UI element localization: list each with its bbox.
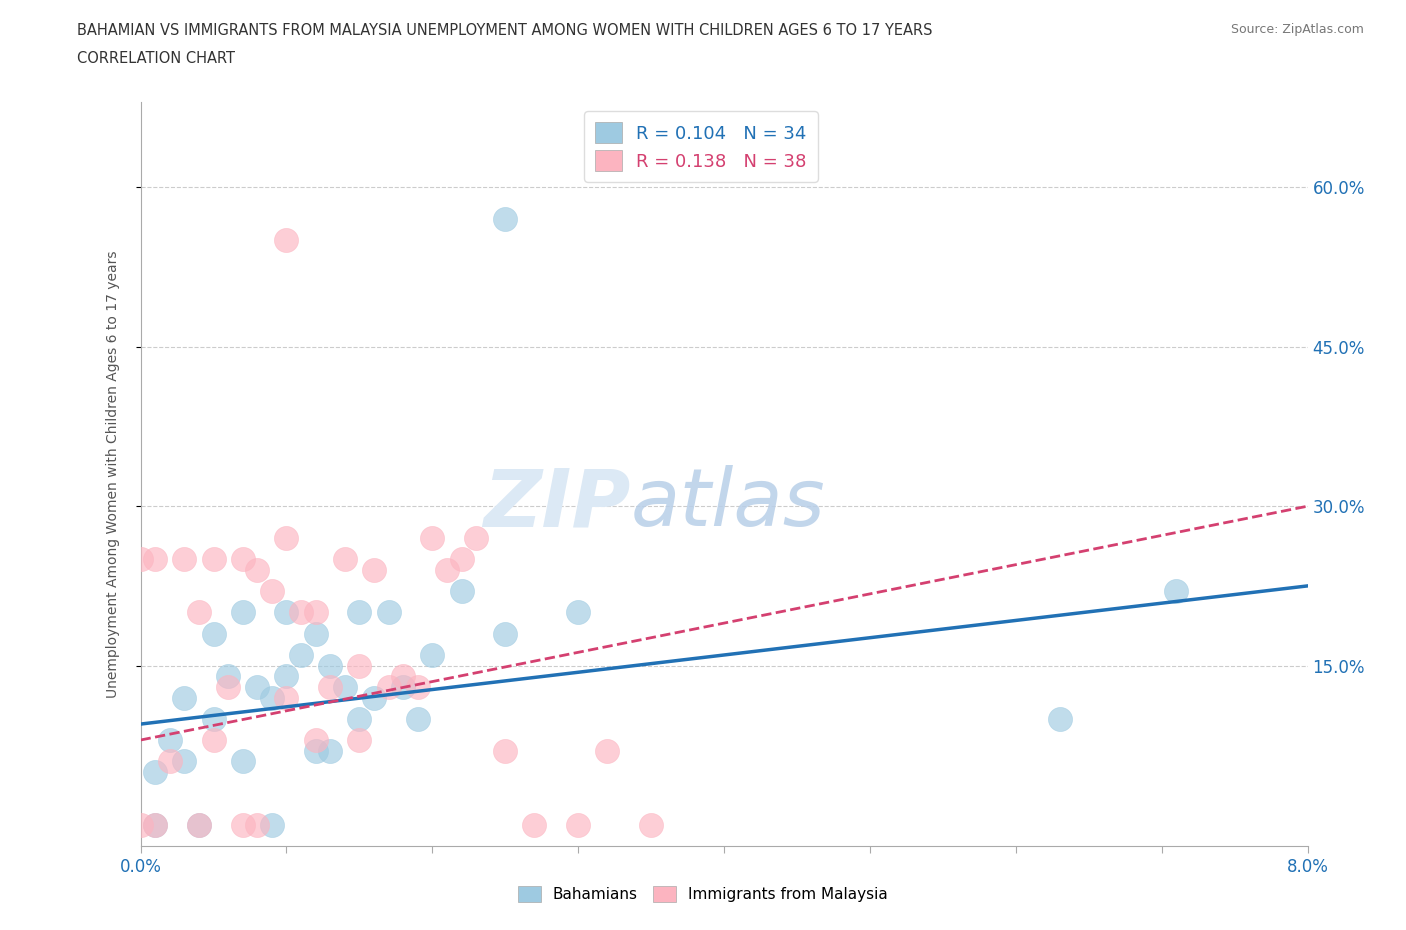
Point (640, 817, 662, 832)
Point (276, 669, 298, 684)
Point (349, 711, 371, 726)
Point (1166, 584, 1188, 599)
Point (129, 817, 152, 832)
Point (173, 551, 195, 566)
Legend: Bahamians, Immigrants from Malaysia: Bahamians, Immigrants from Malaysia (512, 880, 894, 909)
Point (202, 626, 225, 641)
Point (246, 680, 269, 695)
Text: ZIP: ZIP (484, 465, 631, 543)
Point (276, 690, 298, 705)
Point (202, 551, 225, 566)
Point (143, 764, 166, 779)
Text: CORRELATION CHART: CORRELATION CHART (77, 51, 235, 66)
Point (523, 817, 546, 832)
Point (363, 563, 385, 578)
Point (276, 233, 298, 248)
Point (159, 754, 181, 769)
Point (129, 551, 152, 566)
Point (406, 680, 429, 695)
Point (246, 563, 269, 578)
Point (319, 680, 342, 695)
Point (202, 711, 225, 726)
Point (246, 817, 269, 832)
Point (260, 584, 283, 599)
Point (333, 680, 356, 695)
Point (290, 605, 312, 620)
Point (173, 754, 195, 769)
Point (188, 605, 211, 620)
Point (377, 605, 399, 620)
Point (143, 551, 166, 566)
Point (1049, 711, 1071, 726)
Point (567, 817, 589, 832)
Point (596, 743, 619, 758)
Point (333, 551, 356, 566)
Point (305, 743, 328, 758)
Point (305, 733, 328, 748)
Point (173, 690, 195, 705)
Text: atlas: atlas (631, 465, 825, 543)
Legend: R = 0.104   N = 34, R = 0.138   N = 38: R = 0.104 N = 34, R = 0.138 N = 38 (583, 112, 817, 182)
Point (159, 733, 181, 748)
Point (363, 690, 385, 705)
Point (465, 531, 488, 546)
Y-axis label: Unemployment Among Women with Children Ages 6 to 17 years: Unemployment Among Women with Children A… (105, 250, 120, 698)
Point (217, 680, 239, 695)
Point (276, 531, 298, 546)
Point (202, 733, 225, 748)
Point (143, 817, 166, 832)
Point (377, 680, 399, 695)
Point (494, 212, 516, 227)
Point (260, 690, 283, 705)
Point (436, 563, 458, 578)
Point (319, 743, 342, 758)
Point (143, 817, 166, 832)
Point (305, 605, 328, 620)
Point (422, 531, 444, 546)
Point (188, 817, 211, 832)
Point (232, 754, 254, 769)
Point (392, 669, 415, 684)
Point (422, 647, 444, 662)
Point (232, 817, 254, 832)
Point (276, 605, 298, 620)
Point (217, 669, 239, 684)
Point (450, 584, 472, 599)
Point (232, 605, 254, 620)
Point (232, 551, 254, 566)
Point (450, 551, 472, 566)
Point (494, 626, 516, 641)
Text: BAHAMIAN VS IMMIGRANTS FROM MALAYSIA UNEMPLOYMENT AMONG WOMEN WITH CHILDREN AGES: BAHAMIAN VS IMMIGRANTS FROM MALAYSIA UNE… (77, 23, 932, 38)
Text: Source: ZipAtlas.com: Source: ZipAtlas.com (1230, 23, 1364, 36)
Point (260, 817, 283, 832)
Point (392, 680, 415, 695)
Point (406, 711, 429, 726)
Point (188, 817, 211, 832)
Point (349, 658, 371, 673)
Point (567, 605, 589, 620)
Point (319, 658, 342, 673)
Point (290, 647, 312, 662)
Point (494, 743, 516, 758)
Point (349, 733, 371, 748)
Point (349, 605, 371, 620)
Point (305, 626, 328, 641)
